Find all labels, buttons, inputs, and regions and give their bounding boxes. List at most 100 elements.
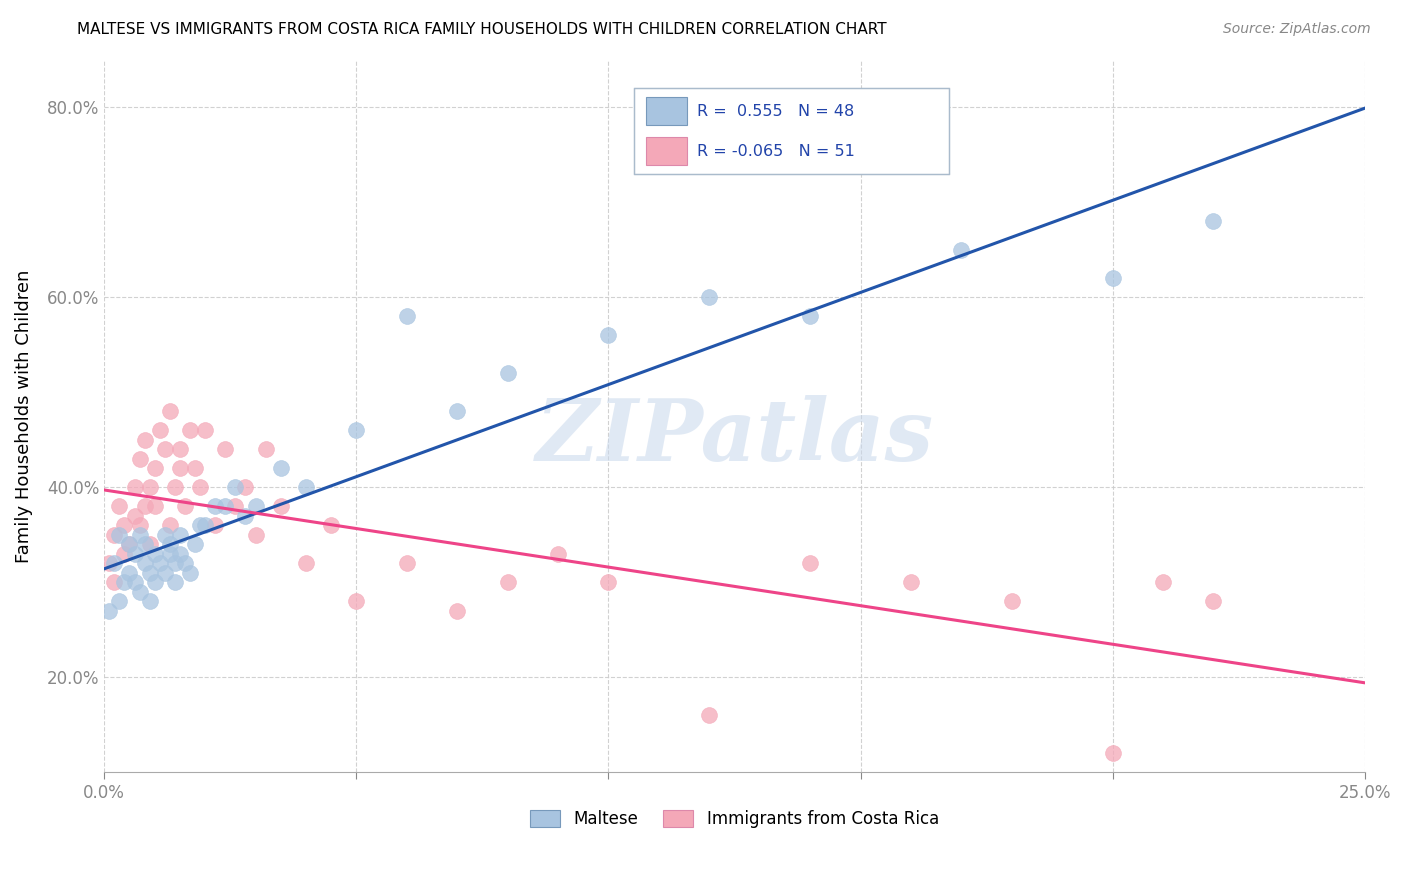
Point (169, 547, 191, 561)
Point (153, 442, 176, 456)
Point (1001, 594, 1024, 608)
Point (112, 518, 135, 533)
Point (188, 518, 211, 533)
Point (138, 566, 160, 580)
Point (446, 404, 468, 418)
Point (124, 480, 146, 494)
Point (204, 499, 226, 513)
Point (134, 433, 156, 447)
Point (124, 575, 146, 590)
Point (254, 442, 277, 456)
Point (1101, 271, 1123, 285)
Point (174, 499, 197, 513)
Point (194, 423, 217, 437)
Point (128, 451, 150, 466)
Point (395, 556, 418, 570)
Point (1101, 746, 1123, 760)
Y-axis label: Family Households with Children: Family Households with Children (15, 269, 32, 563)
Point (149, 556, 172, 570)
Point (169, 442, 191, 456)
Point (235, 480, 257, 494)
Point (179, 423, 201, 437)
Legend: Maltese, Immigrants from Costa Rica: Maltese, Immigrants from Costa Rica (523, 804, 946, 835)
Text: Source: ZipAtlas.com: Source: ZipAtlas.com (1223, 22, 1371, 37)
Point (799, 556, 821, 570)
Point (143, 499, 166, 513)
Point (188, 480, 211, 494)
Point (224, 480, 246, 494)
Point (179, 566, 201, 580)
Point (169, 527, 191, 541)
Point (124, 508, 146, 523)
Point (697, 708, 720, 723)
Point (108, 594, 131, 608)
Point (295, 480, 318, 494)
Point (496, 366, 519, 380)
Point (108, 499, 131, 513)
Point (143, 547, 166, 561)
Point (1202, 594, 1225, 608)
Point (134, 499, 156, 513)
Point (159, 547, 181, 561)
Point (98, 603, 121, 617)
Point (950, 243, 973, 257)
Point (159, 404, 181, 418)
Point (270, 499, 292, 513)
Point (163, 480, 186, 494)
Point (163, 556, 186, 570)
Point (446, 603, 468, 617)
Point (98, 556, 121, 570)
Point (103, 556, 125, 570)
Point (214, 499, 236, 513)
Point (184, 537, 207, 551)
Point (245, 499, 267, 513)
Point (598, 575, 620, 590)
Point (214, 442, 236, 456)
Point (103, 575, 125, 590)
Point (138, 594, 160, 608)
Point (163, 575, 186, 590)
Text: ZIPatlas: ZIPatlas (536, 395, 934, 479)
Point (184, 461, 207, 475)
Point (128, 527, 150, 541)
Point (224, 499, 246, 513)
Point (143, 575, 166, 590)
Point (799, 309, 821, 323)
Point (149, 423, 172, 437)
Point (138, 537, 160, 551)
Point (496, 575, 519, 590)
Point (112, 547, 135, 561)
Point (112, 575, 135, 590)
Point (344, 423, 367, 437)
Point (108, 527, 131, 541)
Point (143, 461, 166, 475)
Point (295, 556, 318, 570)
Point (245, 527, 267, 541)
Point (321, 518, 343, 533)
Point (900, 575, 922, 590)
Point (270, 461, 292, 475)
Point (159, 537, 181, 551)
Point (103, 527, 125, 541)
Point (128, 584, 150, 599)
Point (134, 537, 156, 551)
Point (194, 518, 217, 533)
Point (174, 556, 197, 570)
Point (598, 328, 620, 343)
Point (124, 547, 146, 561)
Point (169, 461, 191, 475)
Point (153, 527, 176, 541)
Point (134, 556, 156, 570)
Point (118, 537, 141, 551)
Point (204, 518, 226, 533)
Point (138, 480, 160, 494)
Point (1152, 575, 1174, 590)
Point (159, 518, 181, 533)
Point (395, 309, 418, 323)
Point (344, 594, 367, 608)
Point (128, 518, 150, 533)
Text: MALTESE VS IMMIGRANTS FROM COSTA RICA FAMILY HOUSEHOLDS WITH CHILDREN CORRELATIO: MALTESE VS IMMIGRANTS FROM COSTA RICA FA… (77, 22, 887, 37)
Point (697, 290, 720, 304)
Point (118, 537, 141, 551)
Point (153, 566, 176, 580)
